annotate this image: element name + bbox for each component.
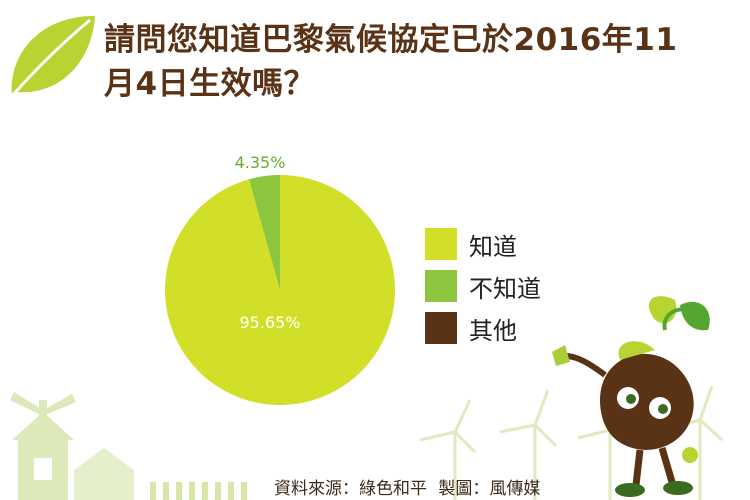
house-icon <box>74 448 134 500</box>
legend-item-not-know: 不知道 <box>425 270 541 303</box>
data-source-text: 資料來源：綠色和平 <box>274 479 427 499</box>
seed-mascot-icon <box>552 296 710 497</box>
legend-swatch-know <box>425 228 457 260</box>
windmill-house-icon <box>10 392 76 500</box>
chart-title: 請問您知道巴黎氣候協定已於2016年11 月4日生效嗎？ <box>104 18 744 106</box>
legend-item-know: 知道 <box>425 228 541 261</box>
legend-swatch-not-know <box>425 270 457 302</box>
leaf-logo-icon <box>10 15 96 97</box>
legend-label-not-know: 不知道 <box>469 274 541 303</box>
chart-title-line-1: 請問您知道巴黎氣候協定已於2016年11 <box>104 22 678 58</box>
source-credit: 資料來源：綠色和平 製圖：風傳媒 <box>274 474 546 499</box>
legend-label-know: 知道 <box>469 232 517 261</box>
pie-slice-1 <box>248 175 280 290</box>
legend-item-other: 其他 <box>425 312 541 345</box>
pie-slice-0 <box>165 175 396 405</box>
chart-title-line-2: 月4日生效嗎？ <box>104 66 316 102</box>
chart-legend: 知道 不知道 其他 <box>425 228 541 354</box>
pie-value-label-0: 95.65% <box>239 313 300 332</box>
fence-icon <box>150 482 247 500</box>
pie-value-label-1: 4.35% <box>235 153 286 172</box>
legend-label-other: 其他 <box>469 316 517 345</box>
legend-swatch-other <box>425 312 457 344</box>
design-credit-text: 製圖：風傳媒 <box>438 479 541 499</box>
